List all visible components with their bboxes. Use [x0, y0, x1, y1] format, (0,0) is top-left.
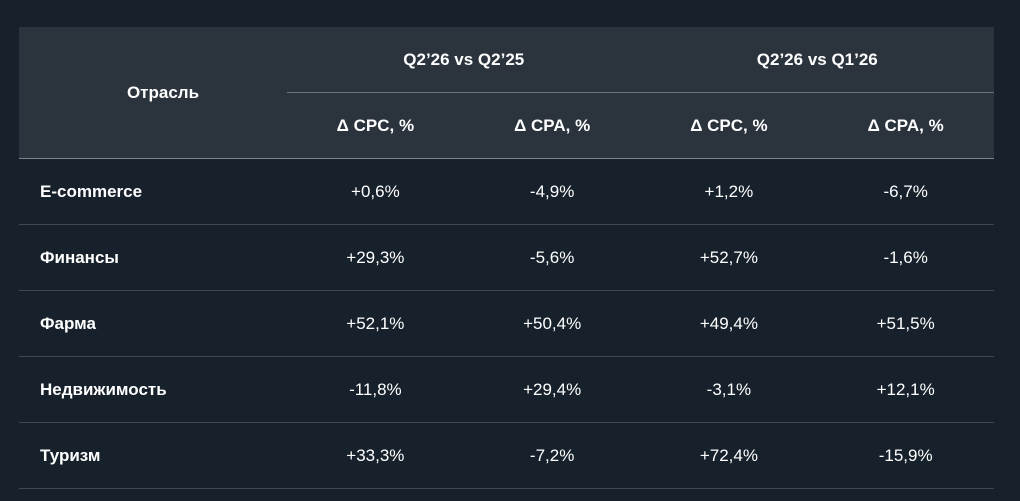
- cell-yoy-cpa: -7,2%: [463, 422, 641, 489]
- header-yoy-cpa: Δ CPA, %: [463, 92, 641, 159]
- header-group-yoy: Q2’26 vs Q2’25: [287, 27, 641, 93]
- header-group-qoq: Q2’26 vs Q1’26: [640, 27, 995, 93]
- header-row-metrics: Δ CPC, % Δ CPA, % Δ CPC, % Δ CPA, %: [19, 92, 995, 159]
- cell-qoq-cpc: +49,4%: [640, 290, 818, 357]
- cell-yoy-cpc: +52,1%: [287, 290, 464, 357]
- row-industry: Недвижимость: [19, 356, 287, 423]
- header-yoy-cpc: Δ CPC, %: [287, 92, 464, 159]
- header-row-groups: Отрасль Q2’26 vs Q2’25 Q2’26 vs Q1’26: [19, 27, 995, 159]
- cell-qoq-cpa: -15,9%: [817, 422, 995, 489]
- table-row: Туризм +33,3% -7,2% +72,4% -15,9%: [19, 422, 995, 489]
- comparison-table: Отрасль Q2’26 vs Q2’25 Q2’26 vs Q1’26 Δ …: [19, 27, 995, 489]
- comparison-table-container: Отрасль Q2’26 vs Q2’25 Q2’26 vs Q1’26 Δ …: [19, 27, 995, 489]
- cell-yoy-cpa: -5,6%: [463, 224, 641, 291]
- cell-qoq-cpa: +12,1%: [817, 356, 995, 423]
- cell-yoy-cpa: +29,4%: [463, 356, 641, 423]
- cell-qoq-cpc: +72,4%: [640, 422, 818, 489]
- cell-qoq-cpc: +52,7%: [640, 224, 818, 291]
- cell-yoy-cpc: -11,8%: [287, 356, 464, 423]
- cell-qoq-cpc: +1,2%: [640, 158, 818, 225]
- cell-yoy-cpa: -4,9%: [463, 158, 641, 225]
- cell-qoq-cpc: -3,1%: [640, 356, 818, 423]
- header-qoq-cpa: Δ CPA, %: [817, 92, 995, 159]
- table-row: Недвижимость -11,8% +29,4% -3,1% +12,1%: [19, 356, 995, 423]
- cell-yoy-cpc: +29,3%: [287, 224, 464, 291]
- header-industry: Отрасль: [19, 27, 287, 159]
- cell-yoy-cpc: +0,6%: [287, 158, 464, 225]
- table-row: Финансы +29,3% -5,6% +52,7% -1,6%: [19, 224, 995, 291]
- cell-qoq-cpa: +51,5%: [817, 290, 995, 357]
- cell-qoq-cpa: -1,6%: [817, 224, 995, 291]
- cell-yoy-cpc: +33,3%: [287, 422, 464, 489]
- table-row: E-commerce +0,6% -4,9% +1,2% -6,7%: [19, 158, 995, 225]
- cell-yoy-cpa: +50,4%: [463, 290, 641, 357]
- table-header: Отрасль Q2’26 vs Q2’25 Q2’26 vs Q1’26 Δ …: [19, 27, 995, 159]
- cell-qoq-cpa: -6,7%: [817, 158, 995, 225]
- row-industry: E-commerce: [19, 158, 287, 225]
- row-industry: Финансы: [19, 224, 287, 291]
- row-industry: Туризм: [19, 422, 287, 489]
- header-qoq-cpc: Δ CPC, %: [640, 92, 818, 159]
- table-body: E-commerce +0,6% -4,9% +1,2% -6,7% Финан…: [19, 158, 995, 489]
- row-industry: Фарма: [19, 290, 287, 357]
- table-row: Фарма +52,1% +50,4% +49,4% +51,5%: [19, 290, 995, 357]
